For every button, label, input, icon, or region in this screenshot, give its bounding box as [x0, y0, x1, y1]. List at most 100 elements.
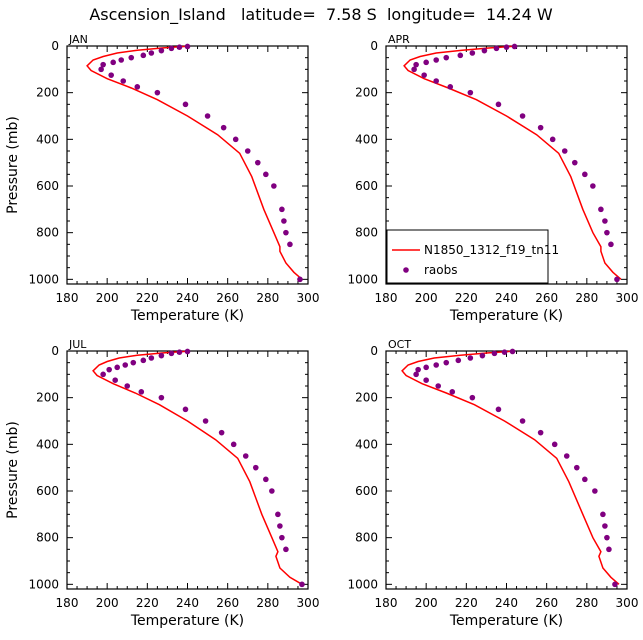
y-tick-label: 0 — [51, 39, 59, 53]
x-tick-label: 200 — [96, 596, 119, 610]
x-tick-label: 220 — [136, 291, 159, 305]
panel-label: JUL — [68, 338, 87, 351]
obs-point — [604, 229, 610, 236]
x-tick-label: 180 — [375, 291, 398, 305]
obs-point — [218, 429, 225, 436]
obs-point — [287, 241, 293, 248]
panel-apr: 180 200 220 240 260 280 300 0 200 400 600 800 1000 Te… — [347, 33, 638, 324]
x-axis-label: Temperature (K) — [130, 308, 244, 324]
obs-point — [479, 352, 486, 359]
obs-point — [279, 206, 285, 213]
y-tick-label: 400 — [36, 437, 59, 451]
obs-point — [467, 89, 474, 96]
obs-point — [549, 136, 556, 143]
y-tick-label: 0 — [370, 39, 378, 53]
obs-point — [182, 406, 189, 413]
obs-point — [297, 276, 303, 283]
obs-point — [447, 84, 454, 90]
legend-box — [386, 229, 549, 284]
obs-point — [118, 57, 125, 63]
x-tick-label: 300 — [616, 291, 639, 305]
obs-point — [590, 183, 596, 189]
obs-point — [582, 171, 588, 178]
obs-point — [421, 72, 427, 78]
obs-point — [449, 389, 456, 395]
obs-point — [495, 101, 502, 108]
y-tick-label: 600 — [36, 484, 59, 498]
x-tick-label: 200 — [415, 291, 438, 305]
obs-point — [608, 241, 614, 248]
obs-point — [411, 66, 417, 73]
x-tick-label: 240 — [176, 291, 199, 305]
obs-point — [182, 101, 189, 108]
obs-point — [604, 534, 610, 541]
obs-point — [202, 418, 209, 424]
obs-point — [122, 362, 129, 368]
obs-point — [598, 206, 604, 213]
x-tick-label: 280 — [575, 596, 598, 610]
obs-point — [469, 50, 476, 56]
obs-point — [509, 348, 516, 355]
x-tick-label: 200 — [415, 596, 438, 610]
obs-point — [230, 441, 237, 448]
obs-point — [100, 61, 106, 68]
obs-point — [455, 357, 462, 364]
obs-point — [561, 148, 568, 154]
obs-point — [467, 355, 474, 361]
y-tick-label: 800 — [36, 226, 59, 240]
y-tick-label: 600 — [355, 484, 378, 498]
obs-point — [612, 581, 618, 588]
obs-point — [148, 355, 155, 361]
panel-label: JAN — [68, 33, 88, 46]
x-axis-label: Temperature (K) — [449, 308, 563, 324]
obs-point — [415, 366, 421, 373]
obs-point — [263, 476, 269, 483]
obs-point — [469, 394, 476, 401]
obs-point — [481, 47, 488, 54]
obs-point — [220, 124, 227, 131]
obs-point — [443, 54, 450, 61]
obs-point — [600, 511, 606, 518]
obs-point — [128, 54, 135, 61]
x-tick-label: 260 — [216, 596, 239, 610]
obs-point — [168, 350, 175, 357]
obs-point — [184, 43, 191, 50]
y-tick-label: 200 — [36, 391, 59, 405]
x-tick-label: 300 — [616, 596, 639, 610]
y-tick-label: 400 — [355, 437, 378, 451]
x-tick-label: 260 — [535, 596, 558, 610]
y-tick-label: 1000 — [347, 577, 378, 591]
obs-point — [124, 383, 131, 389]
x-tick-label: 280 — [575, 291, 598, 305]
obs-point — [433, 362, 440, 368]
x-axis-label: Temperature (K) — [130, 613, 244, 629]
obs-point — [551, 441, 558, 448]
x-tick-label: 240 — [495, 291, 518, 305]
obs-point — [592, 488, 598, 494]
y-tick-label: 0 — [51, 344, 59, 358]
obs-point — [244, 148, 251, 154]
x-tick-label: 260 — [535, 291, 558, 305]
y-tick-label: 1000 — [347, 272, 378, 286]
obs-point — [242, 453, 249, 459]
figure-title: Ascension_Island latitude= 7.58 S longit… — [89, 5, 552, 25]
obs-point — [100, 371, 106, 378]
obs-point — [279, 534, 285, 541]
y-tick-label: 600 — [36, 179, 59, 193]
obs-point — [184, 348, 191, 355]
obs-point — [130, 359, 137, 366]
x-tick-label: 240 — [495, 596, 518, 610]
obs-point — [283, 546, 289, 553]
plot-frame — [385, 350, 628, 590]
obs-point — [537, 124, 544, 131]
obs-point — [573, 464, 580, 471]
y-tick-label: 800 — [355, 531, 378, 545]
x-tick-label: 220 — [455, 596, 478, 610]
y-tick-label: 200 — [355, 391, 378, 405]
obs-point — [158, 352, 165, 359]
panel-label: APR — [388, 33, 410, 46]
obs-point — [433, 57, 440, 63]
panel-label: OCT — [388, 338, 411, 351]
obs-point — [138, 389, 145, 395]
